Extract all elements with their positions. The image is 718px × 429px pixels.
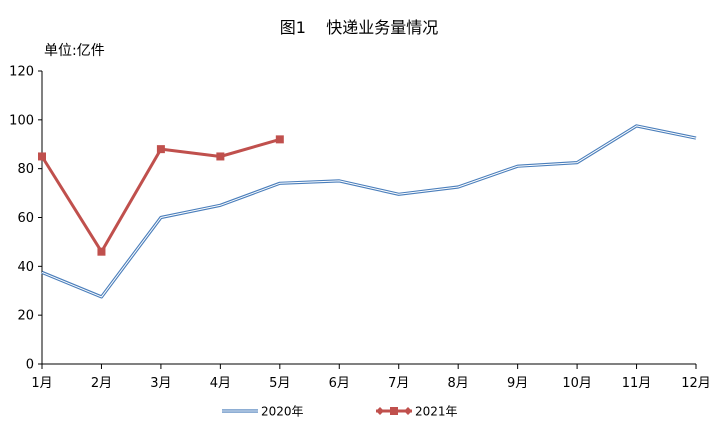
data-point-2021 — [38, 152, 46, 161]
x-tick-label: 7月 — [388, 376, 409, 391]
x-tick-label: 12月 — [681, 376, 711, 391]
data-point-2021 — [97, 247, 106, 256]
y-tick-label: 100 — [9, 113, 34, 128]
y-tick-label: 40 — [17, 260, 34, 275]
x-tick-label: 4月 — [210, 376, 231, 391]
chart-title: 图1 快递业务量情况 — [279, 18, 439, 37]
y-tick-label: 20 — [17, 309, 34, 324]
legend-label-2020: 2020年 — [261, 405, 304, 419]
data-point-2021 — [275, 135, 284, 144]
x-tick-label: 5月 — [269, 376, 290, 391]
x-tick-label: 10月 — [562, 376, 592, 391]
data-point-2021 — [216, 152, 225, 161]
y-tick-label: 60 — [17, 211, 34, 226]
x-tick-label: 11月 — [622, 376, 652, 391]
legend: 2020年 2021年 — [222, 405, 458, 419]
x-tick-label: 2月 — [91, 376, 112, 391]
x-tick-label: 1月 — [31, 376, 52, 391]
legend-diamond-right — [404, 407, 412, 415]
x-tick-label: 9月 — [507, 376, 528, 391]
x-tick-label: 6月 — [329, 376, 350, 391]
y-tick-label: 80 — [17, 162, 34, 177]
legend-diamond-left — [376, 407, 384, 415]
series-line-2020 — [41, 124, 697, 299]
legend-label-2021: 2021年 — [415, 405, 458, 419]
y-tick-label: 0 — [26, 358, 34, 373]
unit-label: 单位:亿件 — [44, 43, 105, 59]
series-line-2020-inner — [41, 125, 697, 298]
legend-marker-2021 — [390, 407, 398, 415]
data-point-2021 — [156, 145, 165, 154]
x-tick-label: 3月 — [150, 376, 171, 391]
x-tick-label: 8月 — [448, 376, 469, 391]
axes: 0 20 40 60 80 100 120 1月 2月 3月 4月 5月 6月 7月 8月 9月 10月 11月 1… — [9, 65, 711, 392]
series-layer — [38, 124, 697, 299]
y-tick-label: 120 — [9, 65, 34, 80]
